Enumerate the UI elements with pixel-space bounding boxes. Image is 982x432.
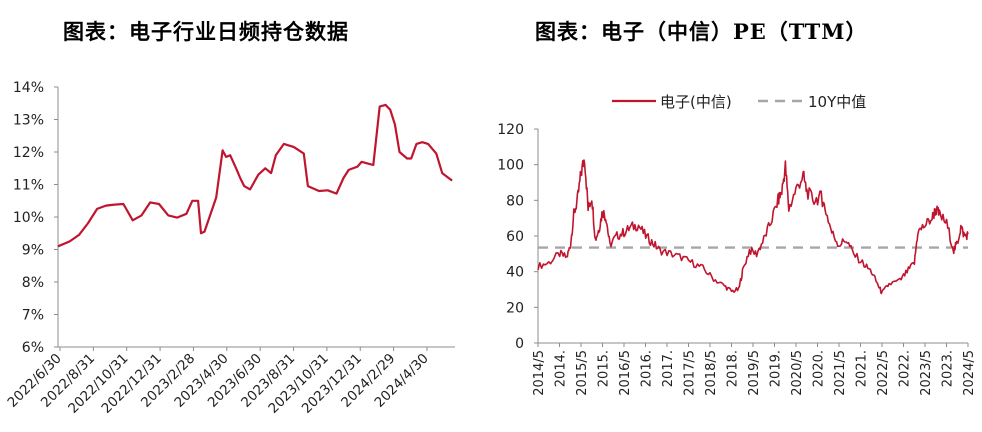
right-y-tick-label: 20: [506, 300, 524, 316]
right-x-tick-label: 2018/5: [704, 350, 719, 396]
right-x-tick-label: 2018.: [726, 350, 741, 387]
right-y-tick-label: 100: [497, 158, 524, 174]
left-y-tick-label: 6%: [22, 340, 44, 356]
left-y-tick-label: 10%: [13, 210, 44, 226]
right-x-tick-label: 2015.: [597, 350, 612, 387]
right-y-tick-label: 40: [506, 265, 524, 281]
left-chart-title: 图表：电子行业日频持仓数据: [63, 19, 349, 44]
right-x-tick-label: 2017/5: [683, 350, 698, 396]
right-x-tick-label: 2019.: [769, 350, 784, 387]
right-y-tick-label: 120: [497, 122, 524, 138]
legend-label-electronics: 电子(中信): [660, 93, 732, 111]
right-x-tick-label: 2017.: [661, 350, 676, 387]
right-x-tick-label: 2022/5: [876, 350, 891, 396]
left-series-line: [57, 103, 453, 248]
left-y-tick-label: 13%: [13, 113, 44, 129]
right-x-tick-label: 2014.: [554, 350, 569, 387]
left-y-tick-label: 8%: [22, 275, 44, 291]
right-x-tick-label: 2019/5: [747, 350, 762, 396]
right-x-tick-label: 2021.: [855, 350, 870, 387]
right-chart-panel: 图表：电子（中信）PE（TTM） 120 100 80 60 40 20 0 2014/5 20…: [480, 0, 982, 432]
right-x-tick-label: 2015/5: [575, 350, 590, 396]
right-x-tick-label: 2020/5: [790, 350, 805, 396]
right-x-tick-label: 2024/5: [962, 350, 977, 396]
right-x-tick-label: 2023.: [941, 350, 956, 387]
left-y-tick-label: 9%: [22, 243, 44, 259]
left-y-tick-label: 14%: [13, 80, 44, 96]
right-x-tick-label: 2022.: [898, 350, 913, 387]
left-y-tick-label: 12%: [13, 145, 44, 161]
left-chart-panel: 图表：电子行业日频持仓数据 14% 13% 12% 11% 10% 9% 8% 7% 6% 202…: [0, 0, 480, 432]
right-y-tick-label: 80: [506, 193, 524, 209]
right-x-tick-label: 2016/5: [618, 350, 633, 396]
legend-label-median: 10Y中值: [808, 93, 866, 111]
right-chart-svg: 120 100 80 60 40 20 0 2014/5 2014. 2015/5 2015. 201…: [497, 93, 977, 396]
right-legend: 电子(中信) 10Y中值: [612, 93, 866, 111]
right-y-tick-label: 60: [506, 229, 524, 245]
right-x-tick-label: 2021/5: [833, 350, 848, 396]
right-x-tick-label: 2020.: [812, 350, 827, 387]
left-y-tick-label: 7%: [22, 308, 44, 324]
right-y-tick-label: 0: [515, 336, 524, 352]
right-chart-title: 图表：电子（中信）PE（TTM）: [535, 19, 868, 44]
right-x-tick-label: 2014/5: [532, 350, 547, 396]
right-series-line: [537, 159, 969, 295]
right-x-tick-label: 2023/5: [919, 350, 934, 396]
left-y-tick-label: 11%: [13, 178, 44, 194]
left-chart-svg: 14%13%12%11%10%9%8%7%6%2022/6/302022/8/3…: [5, 80, 455, 417]
right-x-tick-label: 2016.: [640, 350, 655, 387]
